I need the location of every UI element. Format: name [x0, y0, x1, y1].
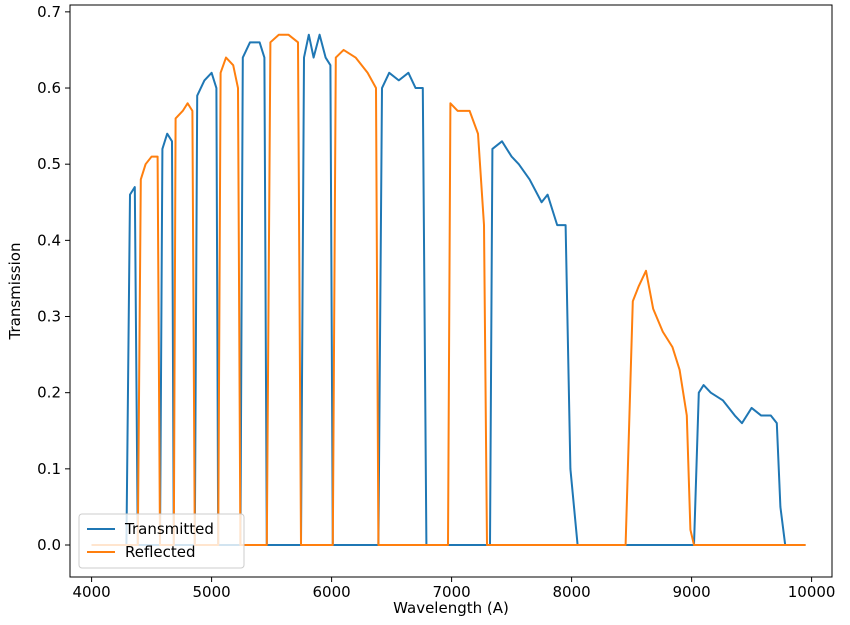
x-tick-label: 6000: [313, 583, 351, 601]
y-tick-label: 0.6: [37, 79, 61, 97]
y-axis-label: Transmission: [6, 243, 24, 341]
y-tick-label: 0.3: [37, 308, 61, 326]
x-axis-label: Wavelength (A): [393, 599, 509, 617]
axes-frame: [69, 4, 833, 578]
x-tick-label: 8000: [553, 583, 591, 601]
x-tick-label: 5000: [193, 583, 231, 601]
x-tick-label: 7000: [433, 583, 471, 601]
y-tick-label: 0.5: [37, 155, 61, 173]
x-tick-label: 9000: [673, 583, 711, 601]
legend-label: Reflected: [125, 543, 196, 561]
y-tick-label: 0.7: [37, 3, 61, 21]
series-line: [91, 33, 806, 547]
x-tick-label: 10000: [788, 583, 836, 601]
y-tick-label: 0.1: [37, 460, 61, 478]
x-tick-label: 4000: [73, 583, 111, 601]
legend-box: [78, 513, 245, 569]
y-tick-label: 0.0: [37, 536, 61, 554]
y-tick-label: 0.2: [37, 384, 61, 402]
y-tick-label: 0.4: [37, 231, 61, 249]
legend-label: Transmitted: [124, 520, 214, 538]
